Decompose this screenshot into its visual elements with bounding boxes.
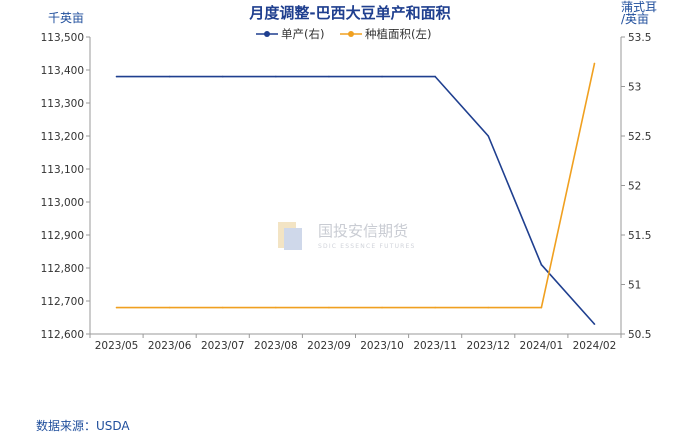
data-point-area — [221, 306, 224, 309]
x-tick-label: 2023/05 — [95, 340, 139, 352]
right-axis-unit-line1: 蒲式耳 — [621, 0, 657, 14]
data-point-area — [381, 306, 383, 309]
right-tick-label: 51.5 — [628, 230, 651, 242]
legend-item-area: 种植面积(左) — [340, 27, 431, 41]
x-tick-label: 2023/11 — [413, 340, 457, 352]
data-point-area — [593, 62, 596, 65]
x-tick-label: 2024/02 — [573, 340, 617, 352]
data-point-yield — [115, 75, 118, 78]
data-point-area — [115, 306, 118, 309]
left-tick-label: 113,500 — [41, 32, 84, 44]
left-tick-label: 113,200 — [41, 131, 84, 143]
series-line-yield — [116, 75, 596, 325]
series-line-area — [116, 63, 596, 309]
data-source: 数据来源：USDA — [36, 418, 130, 433]
right-tick-label: 50.5 — [628, 329, 651, 341]
data-point-area — [540, 306, 543, 309]
data-point-area — [328, 306, 330, 309]
data-point-yield — [593, 323, 596, 325]
left-tick-label: 112,700 — [41, 296, 84, 308]
data-point-area — [434, 306, 436, 309]
left-axis-unit: 千英亩 — [48, 10, 84, 25]
left-tick-label: 112,800 — [41, 263, 84, 275]
data-point-yield — [275, 75, 277, 78]
data-point-area — [275, 306, 277, 309]
x-tick-label: 2023/07 — [201, 340, 245, 352]
x-tick-label: 2023/08 — [254, 340, 298, 352]
data-point-yield — [434, 75, 436, 78]
data-point-area — [487, 306, 490, 309]
legend-label-yield: 单产(右) — [281, 27, 324, 41]
right-tick-label: 52 — [628, 181, 641, 193]
chart-legend: 单产(右) 种植面积(左) — [256, 27, 431, 41]
right-tick-label: 52.5 — [628, 131, 651, 143]
data-point-yield — [168, 75, 171, 78]
right-tick-label: 53.5 — [628, 32, 651, 44]
legend-label-area: 种植面积(左) — [365, 27, 431, 41]
data-point-yield — [381, 75, 383, 78]
left-tick-label: 113,000 — [41, 197, 84, 209]
x-tick-label: 2023/10 — [360, 340, 404, 352]
left-tick-label: 113,400 — [41, 65, 84, 77]
legend-marker-area — [348, 31, 354, 37]
data-point-yield — [487, 135, 490, 137]
x-tick-label: 2023/09 — [307, 340, 351, 352]
x-tick-label: 2023/12 — [466, 340, 510, 352]
right-tick-label: 53 — [628, 82, 641, 94]
x-tick-label: 2024/01 — [520, 340, 564, 352]
chart-title: 月度调整-巴西大豆单产和面积 — [248, 4, 450, 22]
watermark-logo-front — [284, 228, 302, 250]
watermark-subtext: SDIC ESSENCE FUTURES — [318, 243, 416, 250]
watermark-text: 国投安信期货 — [318, 222, 408, 240]
legend-item-yield: 单产(右) — [256, 27, 324, 41]
data-point-area — [168, 306, 171, 309]
left-tick-label: 113,100 — [41, 164, 84, 176]
left-tick-label: 112,600 — [41, 329, 84, 341]
left-tick-label: 113,300 — [41, 98, 84, 110]
right-tick-label: 51 — [628, 280, 641, 292]
left-tick-label: 112,900 — [41, 230, 84, 242]
data-point-yield — [540, 263, 543, 266]
x-tick-label: 2023/06 — [148, 340, 192, 352]
data-point-yield — [221, 75, 224, 78]
right-axis-unit-line2: /英亩 — [621, 11, 649, 26]
legend-marker-yield — [264, 31, 270, 37]
data-point-yield — [328, 75, 330, 78]
watermark: 国投安信期货 SDIC ESSENCE FUTURES — [278, 222, 416, 250]
